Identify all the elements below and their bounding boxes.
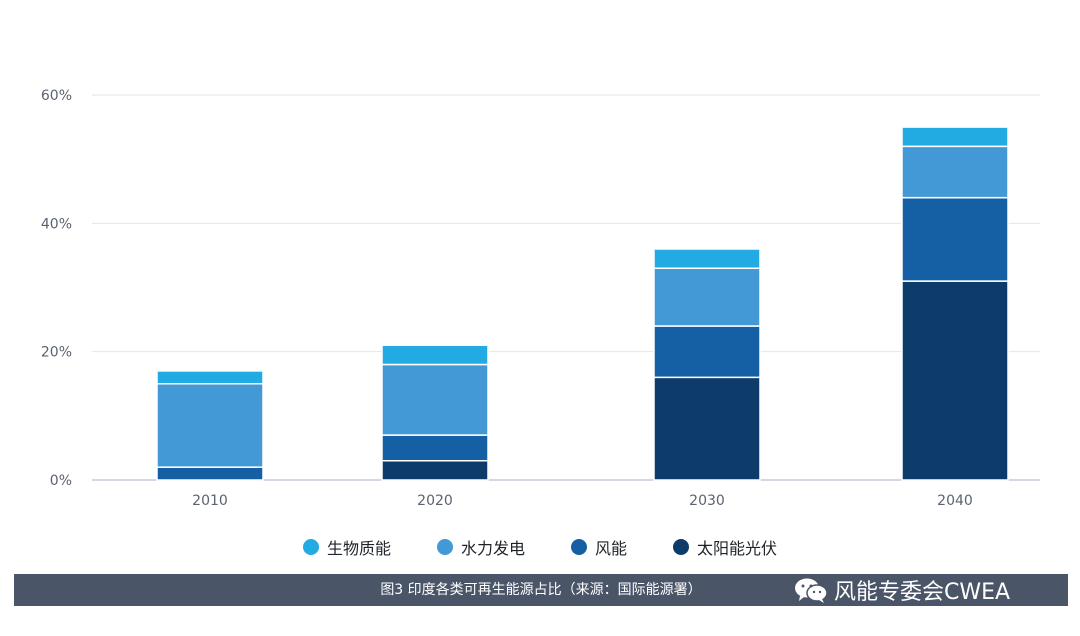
y-tick-label: 0% — [50, 473, 72, 489]
legend-label: 水力发电 — [460, 539, 525, 558]
bar-segment — [653, 267, 761, 327]
y-axis-ticks: 0% 20% 40% 60% — [41, 88, 72, 489]
bar-segment — [653, 248, 761, 269]
y-tick-label: 60% — [41, 88, 72, 104]
x-tick-label: 2010 — [192, 493, 228, 509]
bar-segment — [653, 325, 761, 379]
bars — [156, 126, 1009, 481]
bar-segment — [381, 460, 489, 481]
stacked-bar-chart: 0% 20% 40% 60% 2010 2020 2030 2040 — [41, 88, 1040, 509]
watermark-text: 风能专委会CWEA — [834, 580, 1011, 605]
legend-item-wind: 风能 — [571, 535, 627, 559]
figure-caption: 图3 印度各类可再生能源占比（来源：国际能源署） — [380, 582, 702, 598]
legend-item-solar: 太阳能光伏 — [673, 535, 777, 559]
y-tick-label: 40% — [41, 216, 72, 232]
legend-item-hydro: 水力发电 — [436, 535, 525, 559]
bar-segment — [901, 126, 1009, 148]
watermark: 风能专委会CWEA — [794, 570, 1010, 610]
bar-segment — [381, 344, 489, 366]
bar-segment — [901, 145, 1009, 199]
bar-segment — [381, 363, 489, 436]
bar-segment — [901, 280, 1009, 481]
legend-swatch-icon — [436, 539, 453, 555]
legend: 生物质能 水力发电 风能 太阳能光伏 — [0, 532, 1080, 562]
legend-item-biomass: 生物质能 — [302, 535, 391, 559]
legend-label: 太阳能光伏 — [697, 539, 778, 558]
x-tick-label: 2030 — [689, 493, 725, 509]
wechat-icon — [795, 578, 828, 603]
bar-segment — [156, 370, 264, 385]
legend-swatch-icon — [673, 539, 690, 555]
bar-segment — [381, 434, 489, 462]
bar-segment — [901, 196, 1009, 282]
legend-swatch-icon — [571, 539, 587, 555]
y-tick-label: 20% — [41, 345, 72, 361]
caption-bar: 图3 印度各类可再生能源占比（来源：国际能源署） — [14, 574, 1068, 606]
bar-segment — [653, 376, 761, 481]
legend-swatch-icon — [302, 539, 319, 555]
x-tick-label: 2040 — [937, 493, 973, 509]
bar-segment — [156, 466, 264, 481]
bar-segment — [156, 383, 264, 468]
legend-label: 风能 — [595, 539, 628, 558]
legend-label: 生物质能 — [326, 539, 391, 558]
x-tick-label: 2020 — [417, 493, 453, 509]
x-axis-ticks: 2010 2020 2030 2040 — [192, 493, 973, 509]
